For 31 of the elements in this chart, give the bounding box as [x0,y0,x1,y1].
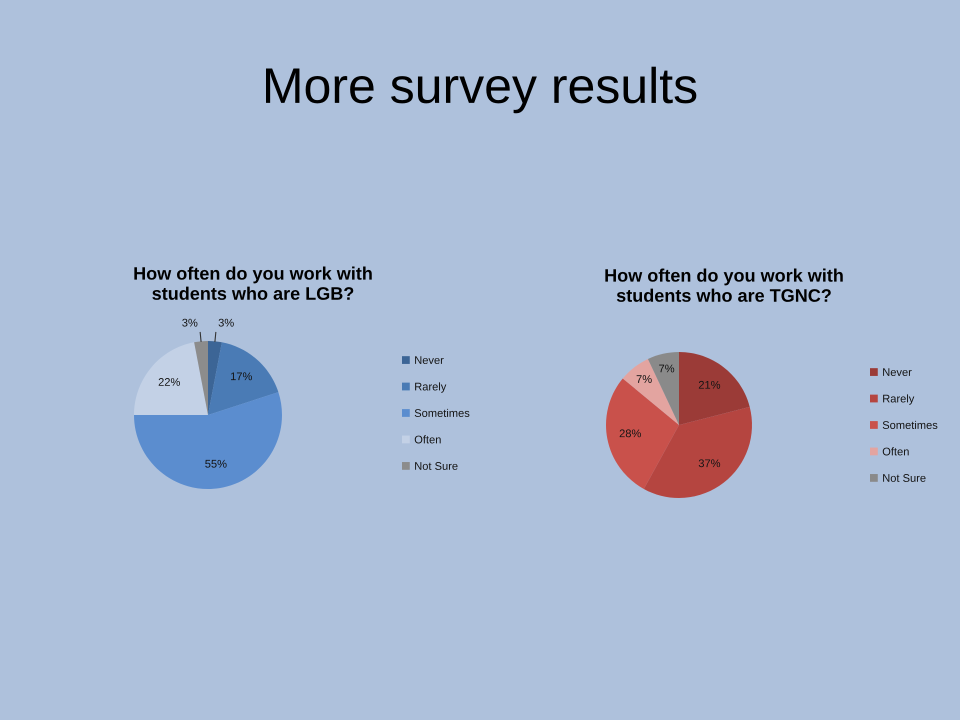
data-label: 28% [620,429,641,438]
pie-slice [208,342,278,415]
legend-label: Sometimes [414,408,470,417]
pie-slice [622,358,679,425]
text: More survey results [266,66,696,114]
data-label: 7% [659,364,674,372]
pie-slice [194,341,208,415]
legend-label: Never [415,356,444,364]
legend-label: Often [882,447,909,456]
chart-title: How often do you work with students who are TGNC? [605,268,843,302]
legend-label: Not Sure [883,474,926,482]
data-label: 37% [698,459,720,468]
data-label: 3% [182,318,198,327]
data-label: 21% [698,380,720,389]
data-label: 7% [636,375,652,383]
legend-label: Not Sure [415,462,458,470]
legend-label: Never [883,368,912,376]
data-label: 22% [158,378,180,386]
legend-label: Often [414,435,441,444]
data-label: 17% [231,372,252,380]
pie-slice [208,341,222,415]
data-label: 55% [205,460,227,468]
pie-slice [644,406,752,498]
pie-slice [679,352,750,425]
legend-label: Sometimes [882,420,938,429]
pie-slice [134,342,208,415]
legend-label: Rarely [883,394,914,405]
data-label: 3% [218,318,234,327]
chart-title: How often do you work with students who are LGB? [134,266,372,300]
legend-label: Rarely [415,382,446,393]
pie-slice [134,392,282,489]
